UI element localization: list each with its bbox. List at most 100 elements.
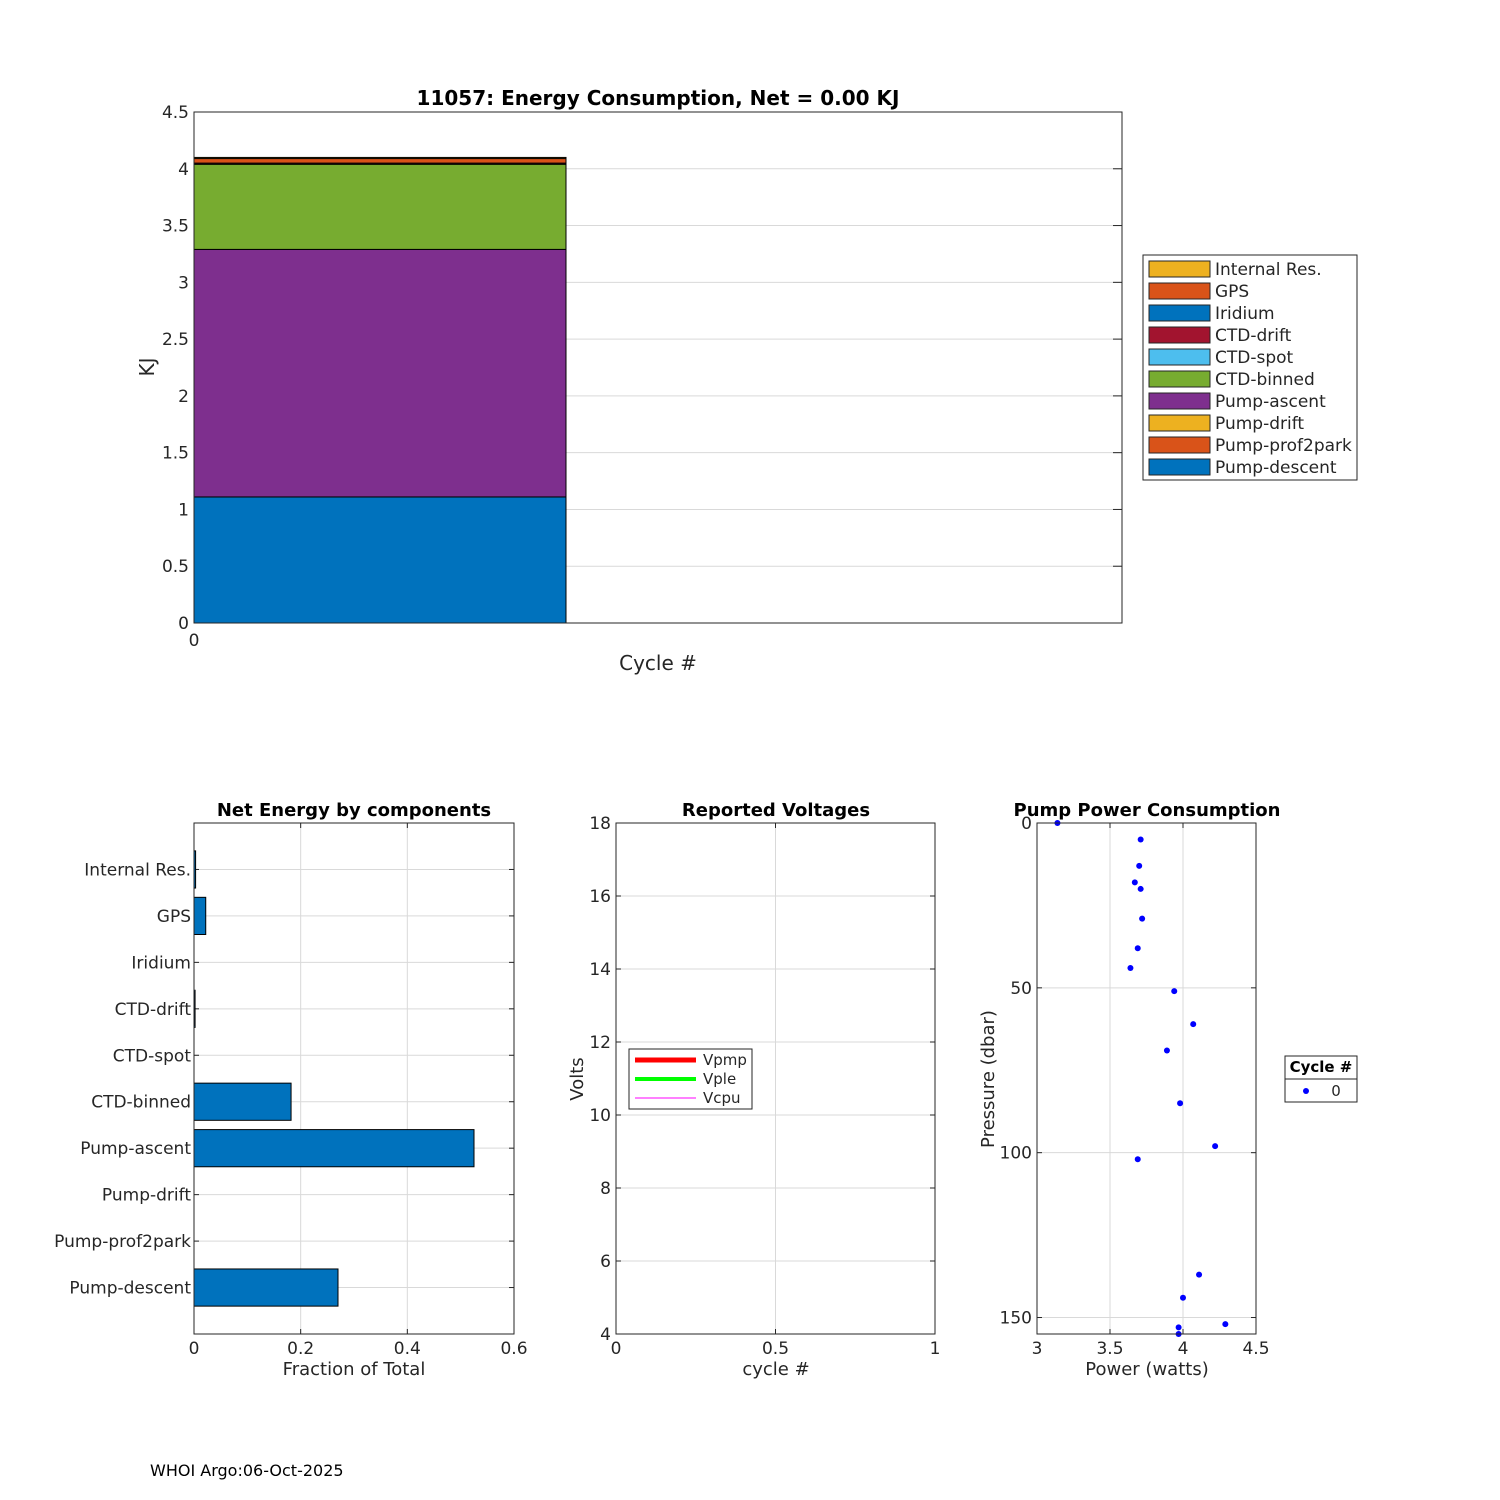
- category-labels: Internal Res. GPS Iridium CTD-drift CTD-spot…: [54, 860, 191, 1298]
- x-tick-label: 4.5: [1242, 1339, 1269, 1359]
- scatter-points: [1054, 820, 1229, 1337]
- legend-swatch: [1148, 348, 1211, 366]
- bar-segment-pump-descent: [193, 496, 567, 624]
- y-tick-label: 0.5: [162, 557, 189, 577]
- y-tick-label: 150: [1000, 1309, 1032, 1329]
- y-tick-label: 14: [589, 960, 611, 980]
- bar-pump-ascent: [193, 1129, 475, 1168]
- legend-label: Internal Res.: [1215, 260, 1322, 280]
- legend-marker: [1303, 1088, 1309, 1094]
- y-tick-label: 6: [600, 1252, 611, 1272]
- legend-label: GPS: [1215, 282, 1249, 302]
- y-tick-label: 2: [178, 387, 189, 407]
- x-axis-label: Power (watts): [1085, 1359, 1208, 1380]
- y-tick-label: 50: [1010, 979, 1032, 999]
- data-point: [1212, 1143, 1219, 1150]
- x-axis-label: Cycle #: [619, 651, 697, 675]
- y-tick-label: 4.5: [162, 103, 189, 123]
- legend-swatch: [1148, 392, 1211, 410]
- y-tick-label: 4: [178, 160, 189, 180]
- bar-segment-gps: [193, 158, 567, 164]
- axes-box: [193, 822, 515, 1335]
- data-point: [1222, 1321, 1229, 1328]
- y-tick-label: 3.5: [162, 217, 189, 237]
- footer-text: WHOI Argo:06-Oct-2025: [150, 1461, 344, 1480]
- y-tick-label: 16: [589, 887, 611, 907]
- legend-swatch: [1148, 458, 1211, 476]
- data-point: [1127, 965, 1134, 972]
- x-tick-labels: 0 0.2 0.4 0.6: [189, 1339, 528, 1359]
- data-point: [1137, 836, 1144, 843]
- net-energy-chart: Internal Res. GPS Iridium CTD-drift CTD-spot…: [54, 800, 527, 1380]
- x-tick-labels: 3 3.5 4 4.5: [1032, 1339, 1270, 1359]
- data-point: [1171, 988, 1178, 995]
- y-tick-label: 0: [178, 614, 189, 634]
- y-axis-label: KJ: [135, 357, 159, 376]
- legend-swatch: [1148, 414, 1211, 432]
- data-point: [1131, 879, 1138, 886]
- plot-area: [1037, 823, 1256, 1334]
- plot-area: [194, 823, 514, 1334]
- legend-label: Pump-drift: [1215, 414, 1304, 434]
- legend-label: Iridium: [1215, 304, 1275, 324]
- y-tick-label: 4: [600, 1325, 611, 1345]
- data-point: [1134, 1156, 1141, 1163]
- y-tick-label: 10: [589, 1106, 611, 1126]
- axes-box: [1036, 822, 1257, 1335]
- legend-label: Pump-prof2park: [1215, 436, 1352, 456]
- y-tick-label: 3: [178, 273, 189, 293]
- bar-gps: [193, 896, 207, 935]
- legend-swatch: [1148, 260, 1211, 278]
- data-point: [1190, 1021, 1197, 1028]
- y-tick-label: 1.5: [162, 444, 189, 464]
- y-tick-label: 1: [178, 500, 189, 520]
- legend: Cycle # 0: [1284, 1055, 1358, 1103]
- chart-title: Reported Voltages: [682, 800, 870, 821]
- category-label: Pump-prof2park: [54, 1232, 191, 1252]
- x-tick-labels: 0 0.5 1: [611, 1339, 941, 1359]
- y-tick-label: 8: [600, 1179, 611, 1199]
- y-tick-label: 2.5: [162, 330, 189, 350]
- y-tick-label: 18: [589, 814, 611, 834]
- y-tick-labels: 0 0.5 1 1.5 2 2.5 3 3.5 4 4.5: [162, 103, 189, 634]
- category-label: CTD-binned: [91, 1093, 191, 1113]
- bar-segment-internal-res-: [193, 156, 567, 160]
- legend: Internal Res.GPSIridiumCTD-driftCTD-spot…: [1142, 254, 1358, 481]
- legend-swatch: [1148, 304, 1211, 322]
- x-tick-label: 0.4: [394, 1339, 421, 1359]
- legend-label: Pump-descent: [1215, 458, 1337, 478]
- category-label: Pump-drift: [102, 1186, 191, 1206]
- y-tick-label: 0: [1021, 814, 1032, 834]
- bar-pump-descent: [193, 1268, 339, 1307]
- legend-label: Vple: [703, 1070, 736, 1088]
- legend-title: Cycle #: [1290, 1058, 1353, 1076]
- y-axis-label: Volts: [567, 1057, 588, 1100]
- legend-swatch: [1148, 436, 1211, 454]
- stacked-bars: [193, 156, 567, 624]
- x-tick-label: 0: [611, 1339, 622, 1359]
- x-tick-label: 3: [1032, 1339, 1043, 1359]
- legend-swatch: [1148, 282, 1211, 300]
- pump-power-chart: 0 50 100 150 3 3.5 4 4.5 Pump Power Consumptio…: [978, 800, 1358, 1380]
- legend-label: 0: [1331, 1082, 1341, 1100]
- category-label: CTD-spot: [113, 1046, 192, 1066]
- data-point: [1139, 915, 1146, 922]
- legend-label: CTD-spot: [1215, 348, 1294, 368]
- legend-entries: Internal Res.GPSIridiumCTD-driftCTD-spot…: [1148, 260, 1352, 478]
- y-tick-label: 100: [1000, 1144, 1032, 1164]
- x-tick-label: 3.5: [1096, 1339, 1123, 1359]
- category-label: GPS: [157, 907, 191, 927]
- bar-segment-pump-ascent: [193, 248, 567, 498]
- gridlines: [1036, 822, 1257, 1334]
- category-label: CTD-drift: [115, 1000, 192, 1020]
- y-tick-labels: 4 6 8 10 12 14 16 18: [589, 814, 611, 1345]
- x-tick-label: 0.6: [500, 1339, 527, 1359]
- legend-label: CTD-drift: [1215, 326, 1292, 346]
- y-tick-label: 12: [589, 1033, 611, 1053]
- data-point: [1136, 862, 1143, 869]
- category-label: Pump-descent: [69, 1279, 191, 1299]
- y-tick-labels: 0 50 100 150: [1000, 814, 1032, 1329]
- x-tick-label: 0.5: [762, 1339, 789, 1359]
